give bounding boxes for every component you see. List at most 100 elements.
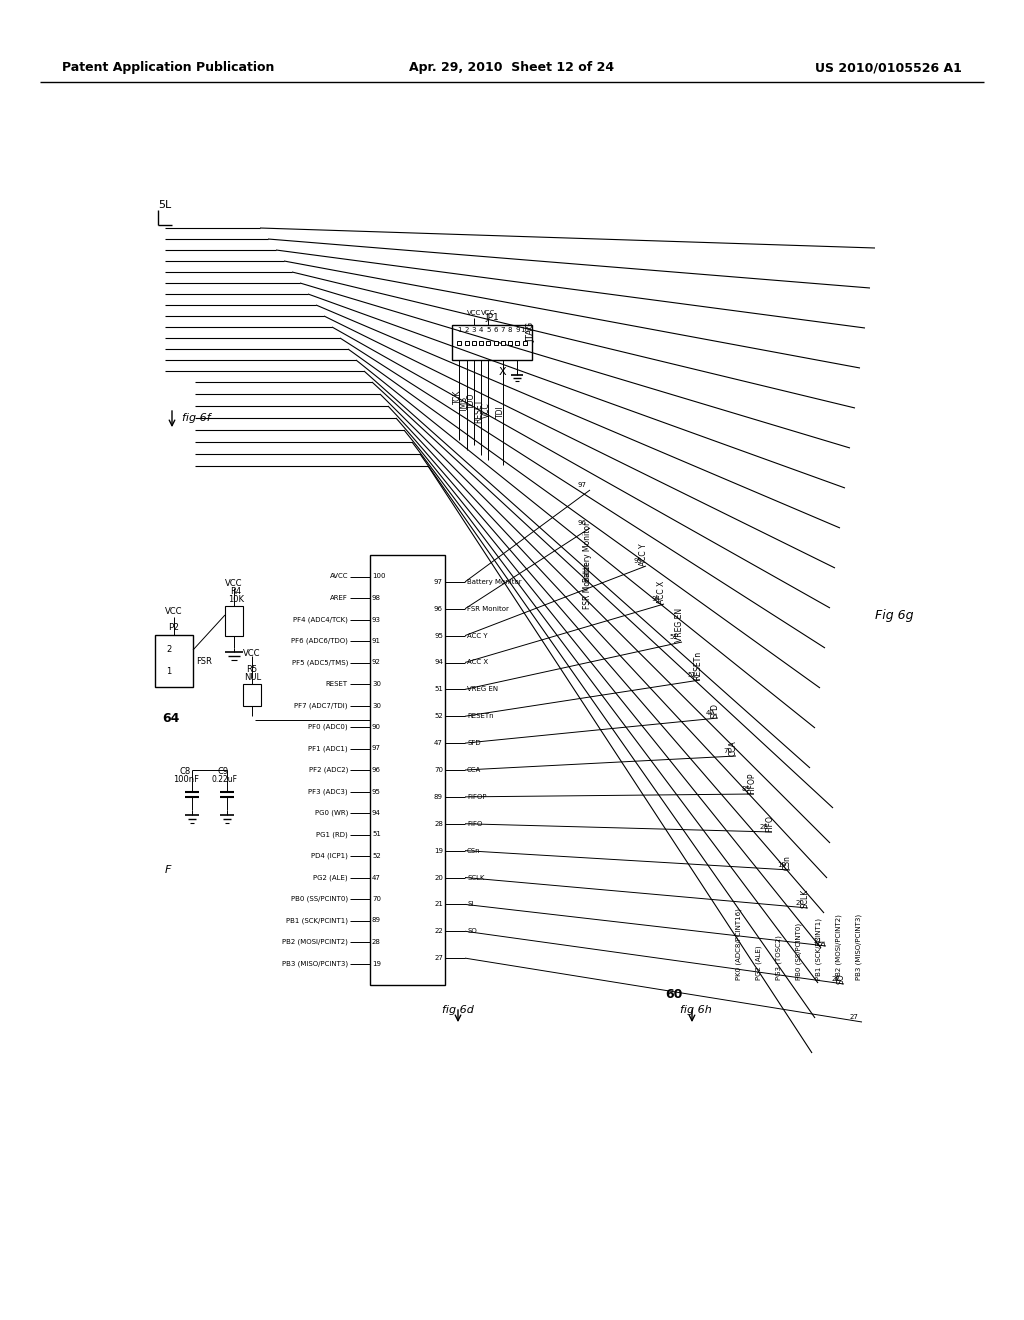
Text: Apr. 29, 2010  Sheet 12 of 24: Apr. 29, 2010 Sheet 12 of 24 <box>410 62 614 74</box>
Text: 64: 64 <box>162 711 179 725</box>
Text: fig 6h: fig 6h <box>680 1005 712 1015</box>
Text: CCA: CCA <box>729 741 738 756</box>
Text: PB2 (MOSI/PCINT2): PB2 (MOSI/PCINT2) <box>283 939 348 945</box>
Text: P2: P2 <box>169 623 179 631</box>
Text: SI: SI <box>819 939 828 946</box>
Text: 27: 27 <box>850 1014 858 1020</box>
Text: SFD: SFD <box>467 741 480 746</box>
Text: 97: 97 <box>434 579 443 585</box>
Text: 47: 47 <box>372 874 381 880</box>
Text: 20: 20 <box>434 874 443 880</box>
Text: SO: SO <box>467 928 477 935</box>
Text: 5L: 5L <box>158 201 171 210</box>
Text: PF6 (ADC6/TDO): PF6 (ADC6/TDO) <box>291 638 348 644</box>
Text: ACC Y: ACC Y <box>467 632 487 639</box>
Text: 2: 2 <box>464 327 469 333</box>
Text: 3: 3 <box>472 327 476 333</box>
Text: 27: 27 <box>434 956 443 961</box>
Text: 22: 22 <box>434 928 443 935</box>
Text: 89: 89 <box>372 917 381 924</box>
Text: US 2010/0105526 A1: US 2010/0105526 A1 <box>815 62 962 74</box>
Text: 94: 94 <box>372 810 381 816</box>
Text: 94: 94 <box>651 597 660 602</box>
Text: 1: 1 <box>457 327 462 333</box>
Text: PF4 (ADC4/TCK): PF4 (ADC4/TCK) <box>293 616 348 623</box>
Text: 93: 93 <box>372 616 381 623</box>
Text: 70: 70 <box>372 896 381 902</box>
Text: 96: 96 <box>578 520 587 525</box>
Text: ACC X: ACC X <box>467 660 488 665</box>
Text: fig 6d: fig 6d <box>442 1005 474 1015</box>
Text: VCC: VCC <box>225 578 243 587</box>
Text: PB2 (MOSI/PCINT2): PB2 (MOSI/PCINT2) <box>835 915 842 979</box>
Text: VCC: VCC <box>243 648 260 657</box>
Text: RESETn: RESETn <box>467 713 494 719</box>
Text: 1: 1 <box>166 668 171 676</box>
Text: 97: 97 <box>578 482 587 488</box>
Text: TDI: TDI <box>497 405 506 417</box>
Text: VCC: VCC <box>467 310 481 315</box>
Text: PG2 (ALE): PG2 (ALE) <box>755 945 762 979</box>
Text: PB1 (SCK/PCINT1): PB1 (SCK/PCINT1) <box>286 917 348 924</box>
Text: Battery Monitor: Battery Monitor <box>583 521 592 582</box>
Text: PF0 (ADC0): PF0 (ADC0) <box>308 723 348 730</box>
Text: 21: 21 <box>813 939 822 944</box>
Text: 19: 19 <box>372 961 381 966</box>
Text: 47: 47 <box>434 741 443 746</box>
Text: 2: 2 <box>166 645 171 655</box>
Text: 28: 28 <box>760 824 768 830</box>
Text: PG2 (ALE): PG2 (ALE) <box>313 874 348 880</box>
Text: TDO: TDO <box>467 393 476 409</box>
Text: TCK: TCK <box>453 389 462 404</box>
Text: 60: 60 <box>665 989 682 1002</box>
Text: R4: R4 <box>230 587 241 597</box>
Text: 95: 95 <box>434 632 443 639</box>
Text: PB3 (MISO/PCINT3): PB3 (MISO/PCINT3) <box>855 913 861 979</box>
Text: 52: 52 <box>372 853 381 859</box>
Text: 52: 52 <box>434 713 443 719</box>
Text: 19: 19 <box>434 847 443 854</box>
Text: RESETn: RESETn <box>693 651 702 680</box>
Bar <box>243 684 261 706</box>
Text: 89: 89 <box>741 785 751 792</box>
Text: PB1 (SCK/PCINT1): PB1 (SCK/PCINT1) <box>815 917 821 979</box>
Text: 9: 9 <box>515 327 520 333</box>
Text: PF2 (ADC2): PF2 (ADC2) <box>308 767 348 774</box>
Text: 70: 70 <box>724 748 732 754</box>
Text: SI: SI <box>467 902 473 907</box>
Text: 97: 97 <box>372 746 381 751</box>
Text: 94: 94 <box>434 660 443 665</box>
Text: 6: 6 <box>494 327 498 333</box>
Text: PF1 (ADC1): PF1 (ADC1) <box>308 746 348 752</box>
Text: PG1 (RD): PG1 (RD) <box>316 832 348 838</box>
Text: VCC: VCC <box>482 403 490 417</box>
Text: PG0 (WR): PG0 (WR) <box>314 809 348 816</box>
Text: 28: 28 <box>434 821 443 826</box>
Text: PB3 (MISO/PCINT3): PB3 (MISO/PCINT3) <box>282 960 348 966</box>
Text: NUL: NUL <box>244 672 261 681</box>
Text: FIFOP: FIFOP <box>467 793 486 800</box>
Text: VREG EN: VREG EN <box>675 609 684 642</box>
Text: PK0 (ADC8/PCINT16): PK0 (ADC8/PCINT16) <box>735 908 741 979</box>
Bar <box>155 635 193 686</box>
Text: 52: 52 <box>688 672 696 678</box>
Text: FIFOP: FIFOP <box>746 772 756 795</box>
Text: VCC: VCC <box>481 310 496 315</box>
Text: Battery Monitor: Battery Monitor <box>467 579 521 585</box>
Text: ACC X: ACC X <box>657 581 666 605</box>
Text: 51: 51 <box>372 832 381 837</box>
Text: PB0 (SS/PCINT0): PB0 (SS/PCINT0) <box>291 896 348 903</box>
Bar <box>452 325 532 360</box>
Text: PD4 (ICP1): PD4 (ICP1) <box>311 853 348 859</box>
Text: Fig 6g: Fig 6g <box>874 609 913 622</box>
Text: PG3 (TOSC2): PG3 (TOSC2) <box>775 935 781 979</box>
Text: 10K: 10K <box>228 594 244 603</box>
Text: Patent Application Publication: Patent Application Publication <box>62 62 274 74</box>
Text: FSR Monitor: FSR Monitor <box>467 606 509 611</box>
Text: 5: 5 <box>486 327 490 333</box>
Text: 96: 96 <box>372 767 381 774</box>
Text: 95: 95 <box>372 788 381 795</box>
Text: TMS: TMS <box>460 396 469 412</box>
Text: RESET: RESET <box>326 681 348 686</box>
Text: C9: C9 <box>217 767 228 776</box>
